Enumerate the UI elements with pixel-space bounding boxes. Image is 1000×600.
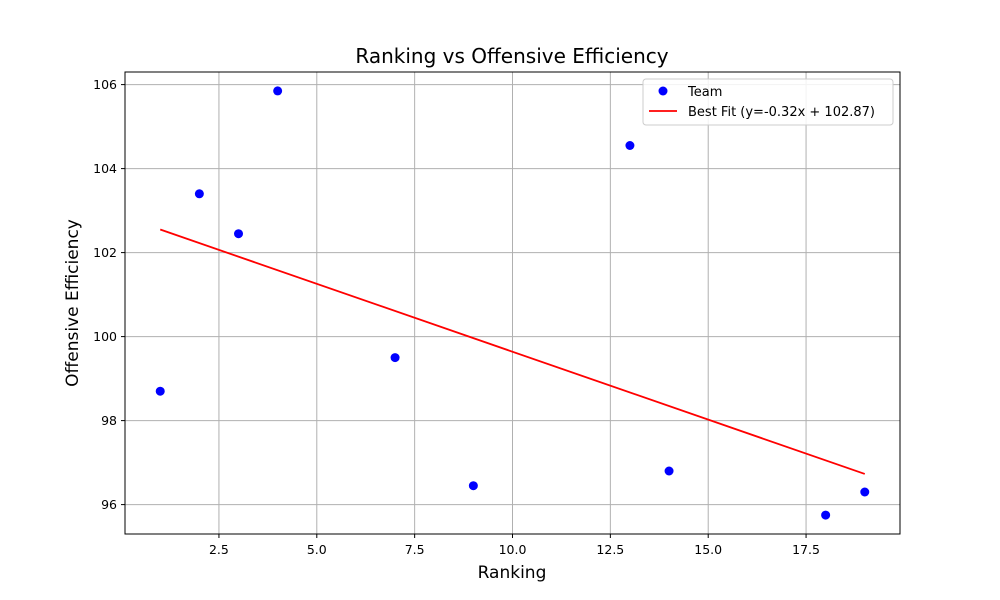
legend-box [642, 78, 894, 126]
x-tick-label: 17.5 [792, 542, 820, 557]
data-point [390, 353, 400, 363]
x-tick-label: 2.5 [209, 542, 229, 557]
y-tick-label: 104 [93, 161, 117, 176]
x-axis-label: Ranking [478, 563, 547, 583]
points-layer [155, 86, 870, 520]
chart-title: Ranking vs Offensive Efficiency [355, 44, 668, 68]
grid [125, 72, 900, 534]
y-axis-label: Offensive Efficiency [63, 219, 83, 387]
data-point [155, 386, 165, 396]
legend-marker-team [658, 86, 668, 96]
legend-label-team: Team [687, 85, 722, 100]
ticks: 2.5 5.0 7.5 10.0 12.5 15.0 17.5 96 98 100 102 104 10… [93, 77, 820, 557]
legend-label-best-fit: Best Fit (y=-0.32x + 102.87) [688, 105, 875, 120]
data-point [860, 487, 870, 497]
data-point [625, 141, 635, 150]
best-fit-layer [159, 228, 866, 475]
x-tick-label: 10.0 [499, 542, 527, 557]
x-tick-label: 7.5 [405, 542, 425, 557]
data-point [273, 86, 283, 96]
data-point [664, 466, 674, 476]
data-point [194, 189, 204, 199]
y-tick-label: 102 [93, 245, 117, 260]
legend: Team Best Fit (y=-0.32x + 102.87) [642, 78, 894, 126]
data-point [234, 229, 244, 239]
x-tick-label: 12.5 [596, 542, 624, 557]
data-point [468, 481, 478, 491]
best-fit-line [159, 228, 866, 475]
y-tick-label: 106 [93, 77, 117, 92]
data-point [821, 510, 831, 520]
x-tick-label: 5.0 [307, 542, 327, 557]
y-tick-label: 96 [101, 497, 117, 512]
x-tick-label: 15.0 [694, 542, 722, 557]
y-tick-label: 100 [93, 329, 117, 344]
y-tick-label: 98 [101, 413, 117, 428]
